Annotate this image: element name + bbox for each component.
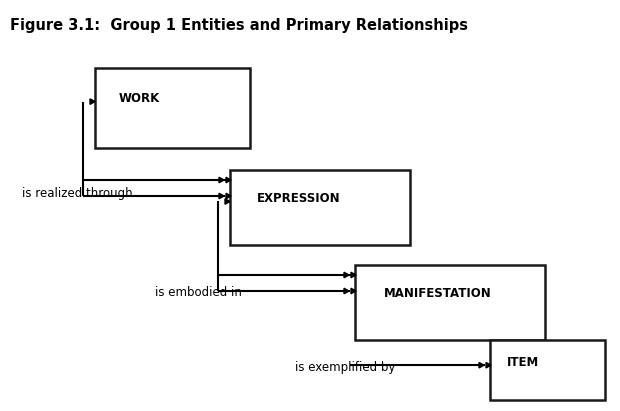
Text: is realized through: is realized through [22, 187, 133, 199]
Bar [230, 170, 410, 245]
Polygon shape [351, 272, 356, 278]
Polygon shape [486, 363, 491, 368]
Polygon shape [226, 177, 231, 183]
Polygon shape [344, 272, 349, 278]
Polygon shape [479, 363, 484, 368]
Polygon shape [90, 99, 95, 104]
Polygon shape [219, 193, 224, 199]
Text: ITEM: ITEM [507, 356, 539, 369]
Bar [355, 265, 545, 340]
Text: MANIFESTATION: MANIFESTATION [384, 287, 491, 300]
Bar [95, 68, 250, 148]
Bar [490, 340, 605, 400]
Text: WORK: WORK [118, 92, 159, 105]
Text: EXPRESSION: EXPRESSION [257, 192, 340, 205]
Polygon shape [219, 177, 224, 183]
Text: Figure 3.1:  Group 1 Entities and Primary Relationships: Figure 3.1: Group 1 Entities and Primary… [10, 18, 468, 33]
Text: is exemplified by: is exemplified by [295, 362, 396, 374]
Polygon shape [344, 288, 349, 294]
Polygon shape [226, 193, 231, 199]
Text: is embodied in: is embodied in [155, 286, 242, 300]
Polygon shape [225, 199, 230, 204]
Polygon shape [351, 288, 356, 294]
